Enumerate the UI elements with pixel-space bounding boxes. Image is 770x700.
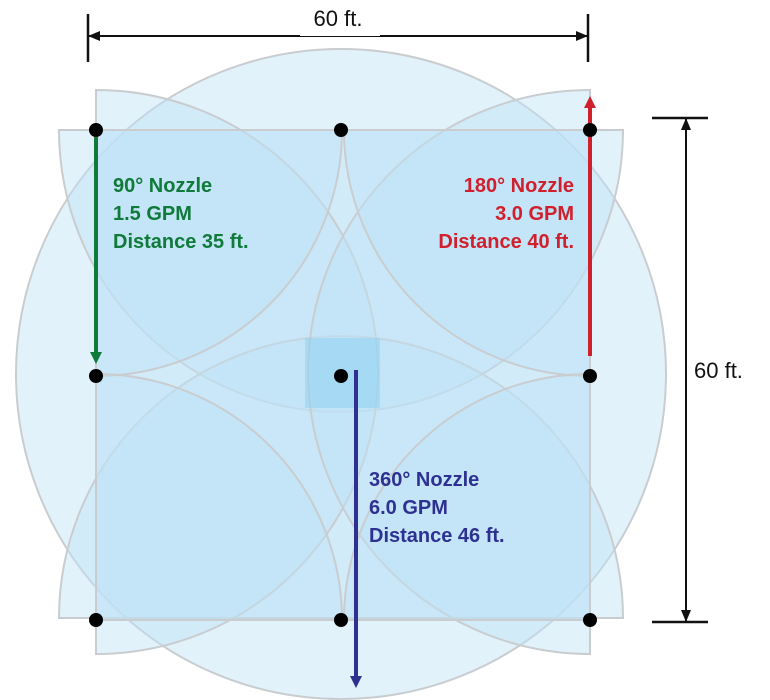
sprinkler-head — [89, 613, 103, 627]
sprinkler-head — [334, 613, 348, 627]
sprinkler-head — [583, 613, 597, 627]
nozzle-90-title: 90° Nozzle — [113, 175, 212, 197]
sprinkler-head — [89, 369, 103, 383]
width-label: 60 ft. — [314, 6, 363, 31]
sprinkler-head — [334, 123, 348, 137]
coverage-areas — [15, 48, 667, 700]
coverage-180-top — [57, 129, 625, 413]
nozzle-360-title: 360° Nozzle — [369, 469, 479, 491]
coverage-90-top-left — [95, 129, 344, 378]
coverage-90-top-right — [342, 129, 591, 378]
nozzle-90-label: 90° Nozzle 1.5 GPM Distance 35 ft. — [113, 175, 249, 253]
sprinkler-heads — [89, 123, 597, 627]
nozzle-90-distance: Distance 35 ft. — [113, 231, 249, 253]
height-dimension: 60 ft. — [652, 116, 743, 624]
nozzle-90-flow: 1.5 GPM — [113, 203, 192, 225]
nozzle-180-label: 180° Nozzle 3.0 GPM Distance 40 ft. — [438, 175, 574, 253]
sprinkler-head — [334, 369, 348, 383]
width-dimension: 60 ft. — [86, 6, 590, 62]
nozzle-180-title: 180° Nozzle — [464, 175, 574, 197]
sprinkler-head — [583, 123, 597, 137]
coverage-180-bottom — [57, 335, 625, 619]
sprinkler-head — [583, 369, 597, 383]
coverage-90-bottom-right — [342, 372, 591, 621]
sprinkler-head — [89, 123, 103, 137]
nozzle-360-label: 360° Nozzle 6.0 GPM Distance 46 ft. — [369, 469, 505, 547]
coverage-90-bottom-left — [95, 372, 344, 621]
nozzle-360-flow: 6.0 GPM — [369, 497, 448, 519]
height-label: 60 ft. — [694, 358, 743, 383]
nozzle-360-distance: Distance 46 ft. — [369, 525, 505, 547]
nozzle-180-distance: Distance 40 ft. — [438, 231, 574, 253]
nozzle-180-flow: 3.0 GPM — [495, 203, 574, 225]
